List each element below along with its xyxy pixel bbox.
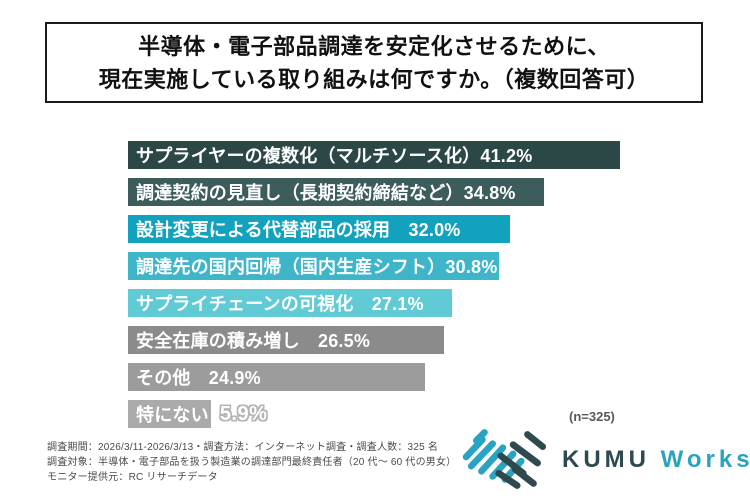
bar-row: その他 24.9% — [128, 363, 728, 391]
bar-label: サプライチェーンの可視化 27.1% — [136, 294, 424, 314]
brand-logo-text: KUMU Works — [562, 446, 750, 474]
bar-row: 調達契約の見直し（長期契約締結など）34.8% — [128, 178, 728, 206]
bar-row: 設計変更による代替部品の採用 32.0% — [128, 215, 728, 243]
handshake-icon — [462, 428, 554, 492]
bar: 設計変更による代替部品の採用 32.0% — [128, 215, 511, 243]
bar: 安全在庫の積み増し 26.5% — [128, 326, 445, 354]
sample-size-note: (n=325) — [569, 409, 615, 424]
bar-label: 特にない — [136, 405, 209, 425]
bar: サプライヤーの複数化（マルチソース化）41.2% — [128, 141, 620, 169]
bar-row: 特にない 5.9% — [128, 400, 728, 428]
bar: 調達契約の見直し（長期契約締結など）34.8% — [128, 178, 544, 206]
bar-label: 設計変更による代替部品の採用 32.0% — [136, 220, 461, 240]
brand-name-kumu: KUMU — [562, 446, 661, 473]
survey-note-period: 調査期間：2026/3/11-2026/3/13・調査方法：インターネット調査・… — [47, 442, 439, 453]
bar-row: サプライチェーンの可視化 27.1% — [128, 289, 728, 317]
bar-row: サプライヤーの複数化（マルチソース化）41.2% — [128, 141, 728, 169]
bar-label: その他 24.9% — [136, 368, 261, 388]
bar-label: 安全在庫の積み増し 26.5% — [136, 331, 371, 351]
bar-chart: サプライヤーの複数化（マルチソース化）41.2% 調達契約の見直し（長期契約締結な… — [128, 141, 728, 437]
bar-label: 調達先の国内回帰（国内生産シフト）30.8% — [136, 257, 498, 277]
bar-label: 調達契約の見直し（長期契約締結など）34.8% — [136, 183, 516, 203]
bar: 特にない — [128, 400, 211, 428]
survey-notes: 調査期間：2026/3/11-2026/3/13・調査方法：インターネット調査・… — [47, 440, 456, 485]
question-line-1: 半導体・電子部品調達を安定化させるために、 — [138, 33, 610, 59]
bar-row: 調達先の国内回帰（国内生産シフト）30.8% — [128, 252, 728, 280]
brand-name-works: Works — [660, 446, 750, 473]
bar-value-outside: 5.9% — [219, 402, 268, 425]
survey-note-monitor: モニター提供元：RC リサーチデータ — [47, 472, 218, 483]
survey-note-target: 調査対象：半導体・電子部品を扱う製造業の調達部門最終責任者（20 代〜 60 代… — [47, 457, 457, 468]
bar-row: 安全在庫の積み増し 26.5% — [128, 326, 728, 354]
bar: サプライチェーンの可視化 27.1% — [128, 289, 452, 317]
question-title-box: 半導体・電子部品調達を安定化させるために、 現在実施している取り組みは何ですか。… — [45, 22, 703, 103]
bar: その他 24.9% — [128, 363, 426, 391]
brand-logo: KUMU Works — [462, 427, 750, 493]
bar: 調達先の国内回帰（国内生産シフト）30.8% — [128, 252, 500, 280]
bar-label: サプライヤーの複数化（マルチソース化）41.2% — [136, 146, 533, 166]
question-line-2: 現在実施している取り組みは何ですか。（複数回答可） — [98, 66, 650, 92]
